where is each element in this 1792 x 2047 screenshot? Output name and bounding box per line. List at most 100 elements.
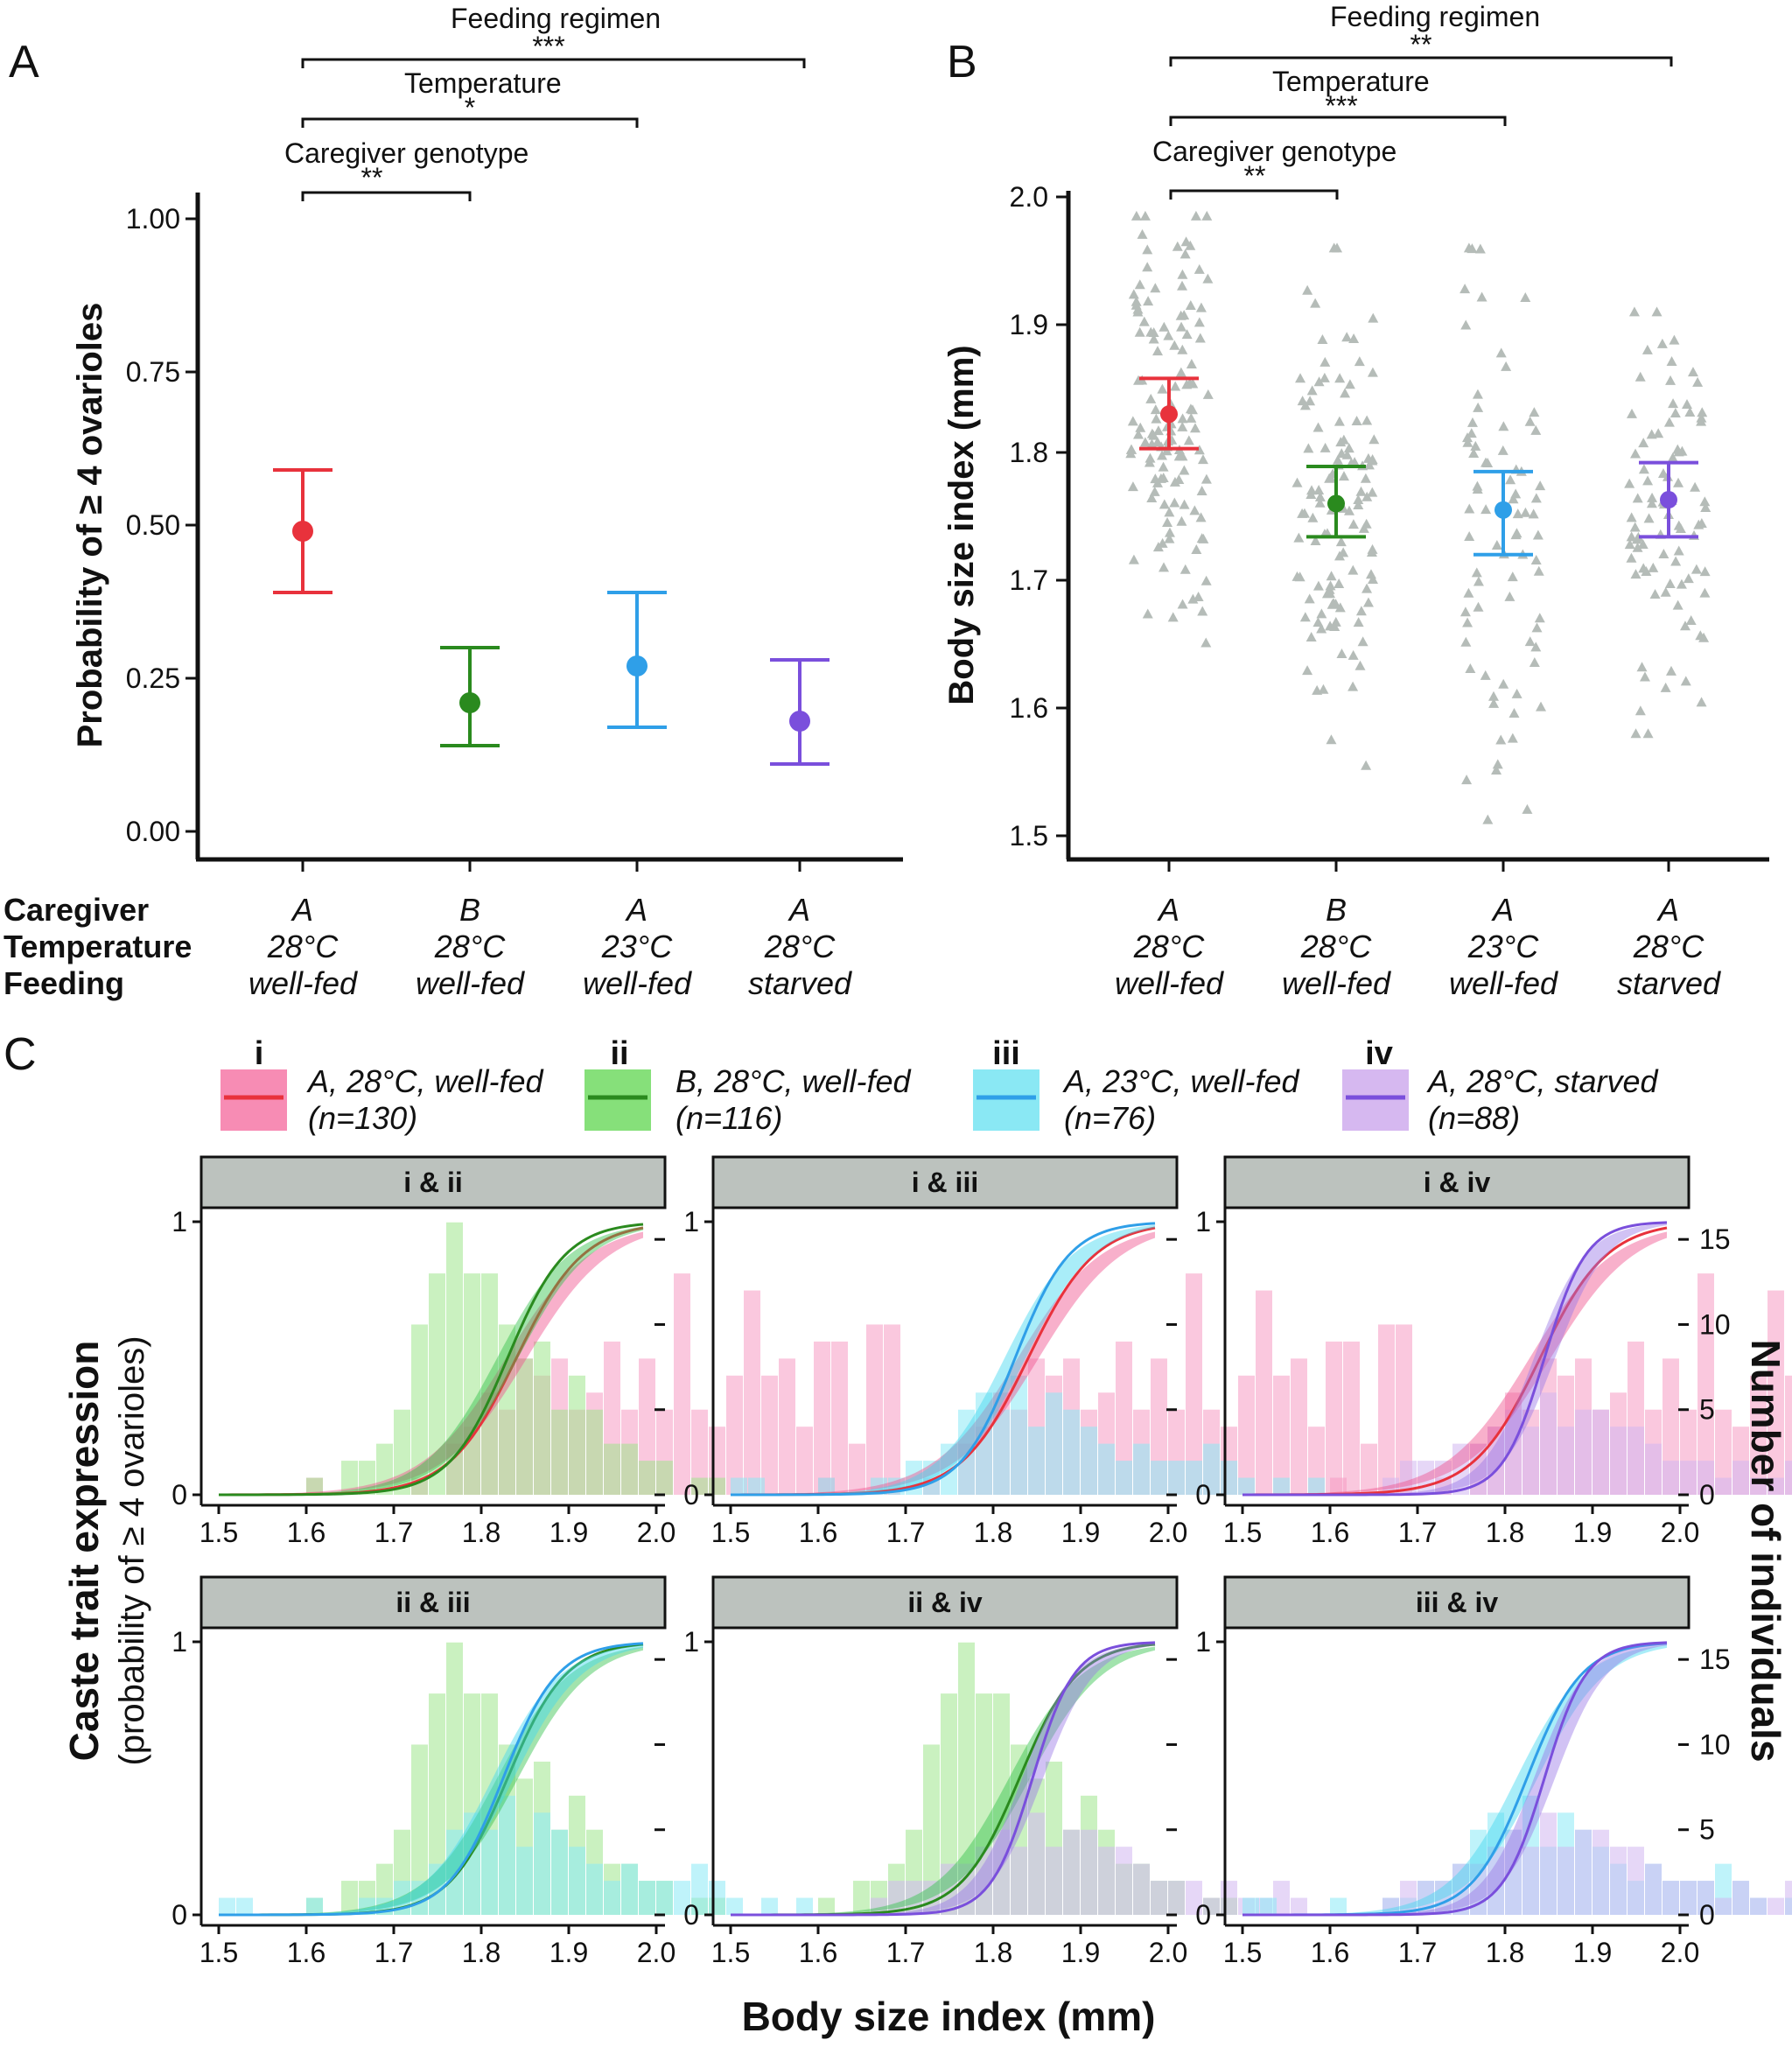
cat-b-ii-temperature: 28°C (1300, 929, 1372, 964)
facet-xtick-label-3: 1.8 (974, 1937, 1012, 1968)
b-raw-point-iv (1626, 531, 1637, 542)
b-raw-point-ii (1304, 593, 1315, 604)
b-raw-point-i (1177, 421, 1188, 431)
facet-xtick-label-4: 1.9 (1061, 1517, 1100, 1548)
bracket-b-genotype-label: Caregiver genotype (1152, 136, 1396, 167)
b-raw-point-iv (1699, 566, 1711, 577)
hist-bar-iv (1750, 1897, 1767, 1915)
b-point-i (1160, 405, 1178, 424)
bracket-a-temperature-stars: * (465, 92, 475, 123)
b-ytick-label-1: 1.6 (1010, 692, 1048, 724)
hist-bar-iv (1081, 1829, 1097, 1915)
hist-bar-ii (818, 1897, 835, 1915)
hist-bar-iv (1028, 1812, 1045, 1915)
b-raw-point-ii (1306, 385, 1318, 396)
hist-bar-iv (1628, 1427, 1644, 1495)
hist-bar-iv (1488, 1847, 1504, 1915)
b-raw-point-iii (1531, 622, 1543, 633)
b-raw-point-iv (1668, 398, 1679, 409)
hist-bar-iii (551, 1829, 568, 1915)
b-raw-point-iii (1512, 508, 1523, 519)
b-ytick-label-0: 1.5 (1010, 820, 1048, 852)
ci-band-iii (219, 1644, 643, 1915)
hist-bar-iv (1382, 1897, 1399, 1915)
b-raw-point-ii (1321, 588, 1333, 599)
hist-bar-iv (1558, 1427, 1574, 1495)
cat-a-iii-caregiver: A (625, 892, 648, 928)
hist-bar-i (1116, 1341, 1132, 1495)
b-raw-point-iii (1472, 483, 1483, 494)
b-raw-point-i (1189, 423, 1200, 433)
b-raw-point-i (1172, 241, 1183, 251)
b-raw-point-ii (1341, 332, 1353, 342)
b-raw-point-iii (1507, 733, 1518, 743)
hist-bar-iii (446, 1829, 463, 1915)
facet-strip-i-iv (1223, 1155, 1690, 1209)
b-raw-point-iv (1642, 344, 1653, 354)
b-raw-point-i (1130, 210, 1142, 221)
hist-bar-ii (709, 1477, 725, 1495)
b-raw-point-ii (1328, 242, 1340, 253)
b-raw-point-ii (1335, 536, 1347, 547)
facet-ii-iv: ii & iv 1.5 1.6 1.7 1.8 1.9 2.0 0 1 (683, 1575, 1307, 1968)
hist-bar-ii (306, 1477, 323, 1495)
hist-bar-iv (1133, 1863, 1150, 1915)
fit-line-iv (731, 1641, 1156, 1917)
b-raw-point-ii (1292, 571, 1303, 581)
facet-xtick-label-1: 1.6 (287, 1937, 326, 1968)
b-raw-point-iii (1530, 554, 1542, 564)
panel-c-y-subtitle: (probability of ≥ 4 ovarioles) (113, 1335, 151, 1765)
b-raw-point-ii (1334, 578, 1345, 588)
facet-xtick-label-1: 1.6 (799, 1937, 837, 1968)
b-raw-point-i (1151, 413, 1162, 424)
hist-bar-ii (429, 1273, 445, 1495)
b-raw-point-i (1202, 389, 1214, 399)
b-raw-point-ii (1312, 580, 1324, 591)
b-raw-point-i (1169, 497, 1180, 508)
b-raw-point-ii (1325, 580, 1336, 591)
facet-strip-label-i-iv: i & iv (1424, 1167, 1491, 1198)
hist-bar-i (1273, 1375, 1290, 1495)
b-raw-point-ii (1306, 631, 1317, 641)
legend-item-ii: ii B, 28°C, well-fed (n=116) (584, 1035, 911, 1136)
b-raw-point-iv (1639, 671, 1650, 682)
b-raw-point-iv (1696, 697, 1707, 707)
b-raw-point-iv (1638, 464, 1649, 474)
hist-bar-iv (1452, 1443, 1469, 1495)
b-raw-point-iv (1630, 448, 1642, 459)
hist-bar-iii (941, 1443, 957, 1495)
b-raw-point-i (1138, 316, 1150, 326)
b-raw-point-iii (1534, 613, 1545, 623)
hist-bar-ii (551, 1409, 568, 1495)
b-raw-point-i (1191, 543, 1202, 554)
b-raw-point-i (1196, 486, 1208, 496)
b-raw-point-iii (1480, 504, 1492, 515)
b-point-ii (1327, 494, 1345, 513)
panel-a-brackets (301, 58, 806, 201)
facet-xtick-label-2: 1.7 (374, 1937, 413, 1968)
hist-bar-iv (1168, 1881, 1185, 1915)
facet-strip-label-i-iii: i & iii (912, 1167, 978, 1198)
legend-ii-swatch (584, 1069, 651, 1131)
b-ytick-label-4: 1.9 (1010, 309, 1048, 340)
b-raw-point-i (1175, 310, 1186, 320)
b-raw-point-iv (1658, 549, 1670, 559)
b-raw-point-ii (1326, 571, 1337, 581)
facet-count-label-3: 15 (1699, 1223, 1731, 1255)
facet-xtick-label-4: 1.9 (550, 1517, 588, 1548)
facet-ytick-label-0: 0 (1195, 1479, 1211, 1511)
facet-xtick-label-2: 1.7 (374, 1517, 413, 1548)
hist-bar-iii (748, 1477, 765, 1495)
b-raw-point-i (1132, 306, 1144, 317)
b-raw-point-iii (1466, 428, 1477, 438)
b-raw-point-iv (1648, 562, 1659, 572)
b-raw-point-iv (1670, 556, 1682, 566)
facet-strip-i-iii (711, 1155, 1179, 1209)
facet-xtick-label-2: 1.7 (886, 1937, 925, 1968)
cat-a-iv-temperature: 28°C (764, 929, 836, 964)
b-raw-point-ii (1338, 434, 1349, 445)
hist-bar-i (1186, 1273, 1202, 1495)
hist-bar-ii (376, 1443, 393, 1495)
b-raw-point-ii (1340, 388, 1351, 398)
